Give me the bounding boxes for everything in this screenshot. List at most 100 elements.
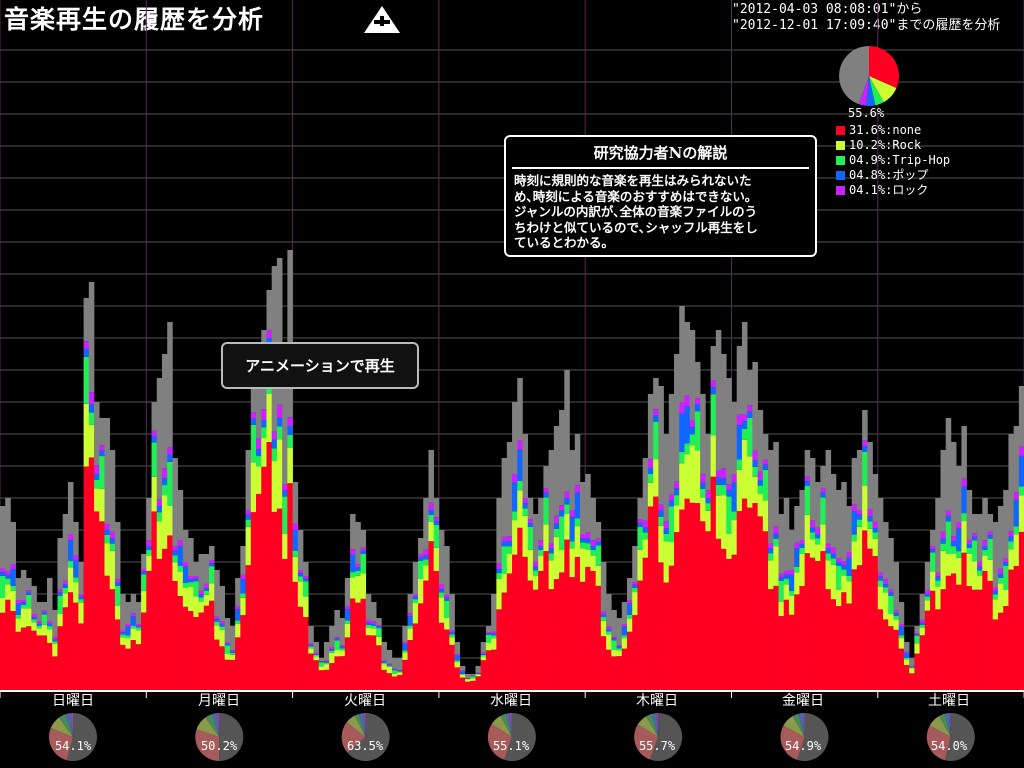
bar-segment-ロック [449,630,455,633]
bar-segment-Rock [41,624,48,636]
bar-segment-ポップ [433,521,440,525]
home-button[interactable] [360,4,404,36]
bar-segment-other [376,618,382,626]
bar-segment-ロック [261,409,267,420]
bar-segment-Rock [564,514,570,540]
bar-segment-other [423,498,429,550]
bar-segment-ポップ [611,638,617,641]
bar-segment-none [261,466,267,690]
bar-segment-other [141,554,147,569]
bar-segment-other [606,594,612,627]
bar-segment-Rock [0,598,6,613]
bar-segment-ポップ [924,594,931,597]
bar-segment-ロック [945,510,952,516]
bar-segment-Rock [20,608,27,628]
bar-segment-ロック [1008,531,1014,537]
day-pie-slice [491,715,512,737]
bar-segment-none [788,614,795,690]
bar-segment-none [104,575,111,690]
bar-segment-Trip-Hop [799,548,805,554]
bar-segment-Rock [282,534,288,559]
bar-segment-ロック [809,520,816,528]
bar-segment-ポップ [846,557,852,576]
bar-segment-ポップ [287,426,293,435]
bar-segment-ポップ [830,553,837,559]
bar-segment-Rock [752,476,758,504]
bar-segment-ポップ [31,617,37,620]
bar-segment-Trip-Hop [1003,566,1009,590]
bar-segment-Rock [799,554,805,586]
bar-segment-other [564,370,570,492]
bar-segment-Rock [454,661,461,668]
bar-segment-ロック [318,661,325,662]
bar-segment-ロック [287,417,293,426]
bar-segment-Trip-Hop [454,660,461,662]
bar-segment-other [982,498,988,541]
bar-segment-other [543,466,549,489]
bar-segment-none [323,669,330,690]
bar-segment-Trip-Hop [229,652,236,655]
bar-segment-other [679,306,685,402]
bar-segment-ロック [501,536,508,542]
bar-segment-ポップ [768,548,774,554]
play-animation-button[interactable]: アニメーションで再生 [221,342,419,389]
bar-segment-other [350,514,356,550]
bar-segment-Trip-Hop [397,671,403,673]
bar-segment-none [741,498,748,690]
bar-segment-Rock [841,575,847,593]
bar-segment-ポップ [15,603,22,615]
bar-segment-Trip-Hop [705,503,711,511]
bar-segment-none [161,548,168,690]
bar-segment-Trip-Hop [1018,486,1024,496]
bar-segment-none [538,570,544,690]
bar-segment-Rock [1018,495,1024,532]
bar-segment-Rock [590,555,596,571]
bar-segment-Rock [418,579,424,604]
bar-segment-ポップ [909,666,915,668]
bar-segment-ロック [532,561,539,567]
bar-segment-ポップ [930,549,936,553]
bar-segment-none [0,612,6,690]
bar-segment-ポップ [182,566,189,583]
bar-segment-ポップ [376,626,382,629]
bar-segment-ポップ [658,510,664,517]
bar-segment-Trip-Hop [78,599,84,603]
app-title: 音楽再生の履歴を分析 [4,5,265,34]
bar-segment-none [444,629,450,690]
bar-segment-ロック [971,533,978,537]
bar-segment-ロック [20,600,27,603]
bar-segment-none [919,635,926,690]
bar-segment-Rock [987,559,994,581]
bar-segment-Trip-Hop [99,456,105,489]
overall-pie-slice [869,46,899,89]
bar-segment-none [992,619,999,690]
bar-segment-other [78,562,84,594]
bar-segment-Trip-Hop [590,549,596,556]
bar-segment-none [893,629,899,690]
bar-segment-ポップ [506,541,513,547]
bar-segment-Trip-Hop [888,595,894,614]
day-pct-sunday: 54.1% [54,739,92,753]
bar-segment-other [418,538,424,555]
bar-segment-Trip-Hop [114,585,121,606]
bar-segment-none [318,670,325,690]
bar-segment-none [31,630,37,690]
bar-segment-Rock [783,584,790,600]
bar-segment-Trip-Hop [950,546,957,554]
bar-segment-ポップ [188,579,194,583]
day-pct-monday: 50.2% [200,739,238,753]
overall-pie-slice [866,76,876,107]
bar-segment-none [856,565,863,690]
bar-segment-other [877,498,884,573]
day-pie-slice [939,713,951,737]
bar-segment-ポップ [276,417,283,427]
bar-segment-other [762,434,769,460]
bar-segment-ポップ [365,622,372,625]
bar-segment-Trip-Hop [517,480,523,491]
bar-segment-other [5,498,11,571]
bar-segment-Rock [365,627,372,636]
bar-segment-ポップ [261,420,267,428]
bar-segment-ロック [26,590,32,593]
bar-segment-ロック [512,474,518,483]
bar-segment-Trip-Hop [308,646,314,649]
